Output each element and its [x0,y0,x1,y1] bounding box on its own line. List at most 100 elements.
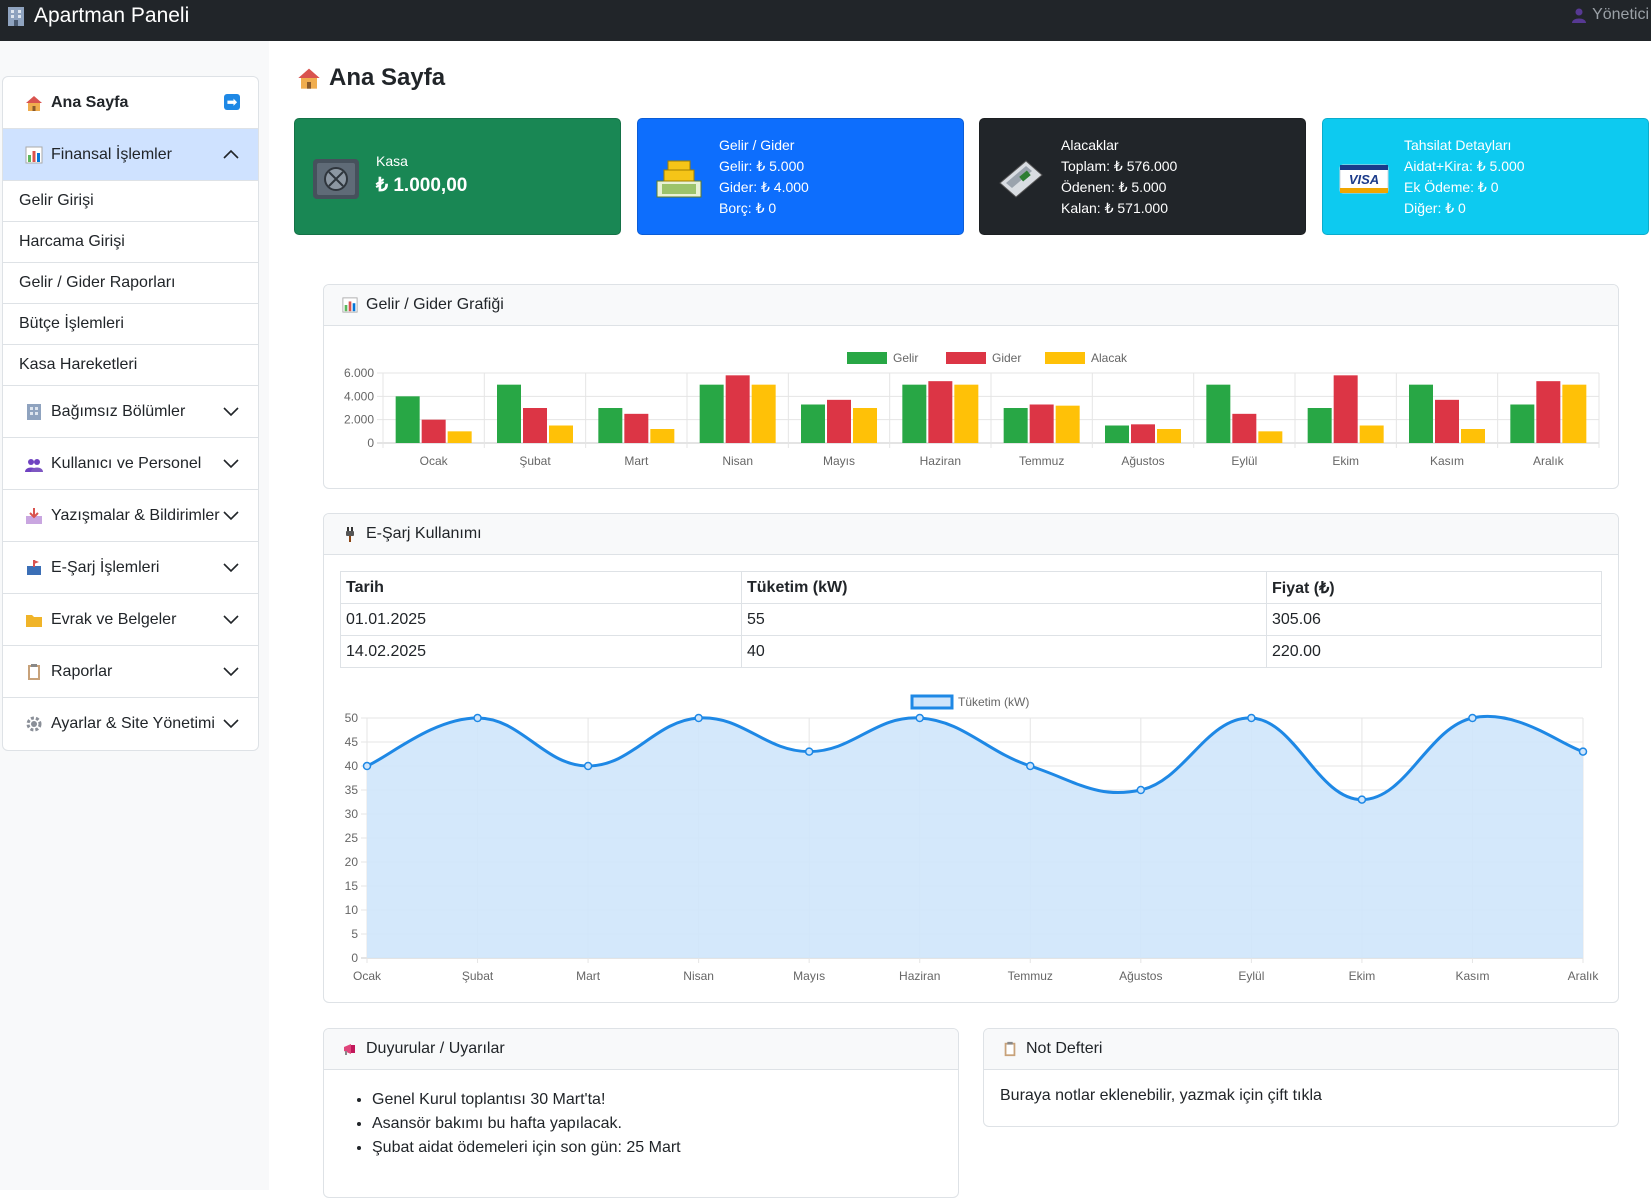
y-tick-label: 0 [367,436,374,450]
panel-header: Gelir / Gider Grafiği [324,285,1618,326]
clipboard-icon [1004,1041,1016,1057]
bar-chart-icon [342,297,358,313]
sidebar-item-label: Evrak ve Belgeler [51,610,177,628]
legend-label: Alacak [1091,351,1128,365]
sidebar-subitem-gelir-gider-raporlari[interactable]: Gelir / Gider Raporları [3,263,258,304]
bar-gider [1131,424,1155,443]
y-tick-label: 35 [345,783,359,797]
table-header-fiyat: Fiyat (₺) [1266,571,1602,604]
table-cell: 305.06 [1266,603,1602,636]
x-tick-label: Aralık [1533,454,1565,468]
list-item: Şubat aidat ödemeleri için son gün: 25 M… [372,1136,958,1160]
sidebar-subitem-harcama-girisi[interactable]: Harcama Girişi [3,222,258,263]
chevron-down-icon [223,719,239,729]
sidebar-item-label: Ana Sayfa [51,93,129,111]
bar-gelir [902,384,927,443]
aidat-value: Aidat+Kira: ₺ 5.000 [1404,158,1525,174]
chevron-down-icon [223,407,239,417]
area-fill-tuketim [367,716,1583,958]
sidebar-item-finance[interactable]: Finansal İşlemler [3,129,258,181]
sidebar-item-bagimsiz-bolumler[interactable]: Bağımsız Bölümler [3,386,258,438]
card-gelir-gider: Gelir / Gider Gelir: ₺ 5.000 Gider: ₺ 4.… [637,118,964,235]
legend-label: Gider [992,351,1021,365]
panel-title: Not Defteri [1026,1040,1103,1057]
tahsilat-title: Tahsilat Detayları [1404,137,1512,153]
inbox-icon [26,507,42,524]
bar-gelir [1003,408,1028,443]
table-cell: 40 [741,635,1267,668]
y-tick-label: 25 [345,831,359,845]
app-brand[interactable]: Apartman Paneli [6,4,189,28]
data-point [1468,713,1477,723]
y-tick-label: 4.000 [344,389,374,403]
table-row: 14.02.2025 40 220.00 [340,635,1602,668]
announcement-list: Genel Kurul toplantısı 30 Mart'ta! Asans… [324,1088,958,1160]
plug-icon [346,527,354,542]
sidebar-item-kullanici-personel[interactable]: Kullanıcı ve Personel [3,438,258,490]
sidebar-item-label: Yazışmalar & Bildirimler [51,506,220,524]
x-tick-label: Haziran [920,454,961,468]
sidebar-item-yazismalar[interactable]: Yazışmalar & Bildirimler [3,490,258,542]
chevron-down-icon [223,615,239,625]
gelir-gider-bar-chart: Gelir Gider Alacak 6.000 4.000 2.000 0 Ocak Şuba… [344,351,1600,468]
bar-chart-icon [25,146,43,163]
sidebar-item-esarj[interactable]: E-Şarj İşlemleri [3,542,258,594]
sidebar-subitem-butce-islemleri[interactable]: Bütçe İşlemleri [3,304,258,345]
ek-odeme-value: Ek Ödeme: ₺ 0 [1404,179,1499,195]
series-line-tuketim [366,715,1584,802]
bar-alacak [447,431,472,443]
y-tick-label: 40 [345,759,359,773]
users-icon [25,458,43,472]
sidebar-item-ayarlar[interactable]: Ayarlar & Site Yönetimi [3,698,258,750]
bar-gider [1029,404,1054,443]
legend-label: Gelir [893,351,918,365]
x-tick-label: Ocak [353,969,382,983]
bar-gelir [497,384,521,443]
sidebar-item-label: Bağımsız Bölümler [51,402,186,420]
bar-alacak [549,425,573,443]
data-point [1136,785,1146,795]
bar-gelir [1307,408,1332,443]
x-tick-label: Kasım [1430,454,1464,468]
note-editor[interactable]: Buraya notlar eklenebilir, yazmak için ç… [1000,1087,1322,1104]
bar-alacak [853,408,877,443]
card-kasa: Kasa ₺ 1.000,00 [294,118,621,235]
y-tick-label: 45 [345,735,359,749]
sidebar-subitem-kasa-hareketleri[interactable]: Kasa Hareketleri [3,345,258,386]
user-menu[interactable]: Yönetici [1572,6,1649,24]
page-title: Ana Sayfa [297,64,445,92]
user-icon [1572,8,1587,23]
bar-gider [1435,399,1459,443]
data-point [804,747,814,756]
user-name: Yönetici [1592,6,1649,23]
panel-duyurular: Duyurular / Uyarılar Genel Kurul toplant… [323,1028,959,1198]
y-tick-label: 10 [345,903,359,917]
visa-text: VISA [1349,172,1379,187]
credit-card-terminal-icon [999,160,1043,198]
data-point [1026,761,1035,771]
sidebar-item-label: Finansal İşlemler [51,145,172,163]
panel-not-defteri: Not Defteri Buraya notlar eklenebilir, y… [983,1028,1619,1127]
data-point [1578,747,1588,756]
bar-gelir [1206,384,1231,443]
bar-gider [421,419,446,443]
x-tick-label: Eylül [1238,969,1264,983]
sidebar-item-home[interactable]: Ana Sayfa ➡ [3,77,258,129]
data-point [1247,713,1256,723]
page-title-text: Ana Sayfa [329,64,446,91]
bar-gelir [1409,384,1433,443]
data-point [473,713,482,723]
sidebar-item-evrak-belgeler[interactable]: Evrak ve Belgeler [3,594,258,646]
x-tick-label: Nisan [683,969,714,983]
panel-title: Duyurular / Uyarılar [366,1040,505,1057]
bar-alacak [751,384,776,443]
card-alacaklar: Alacaklar Toplam: ₺ 576.000 Ödenen: ₺ 5.… [979,118,1306,235]
sidebar-subitem-gelir-girisi[interactable]: Gelir Girişi [3,181,258,222]
panel-title: E-Şarj Kullanımı [366,525,482,542]
chevron-down-icon [223,563,239,573]
x-tick-label: Aralık [1568,969,1600,983]
y-tick-label: 20 [345,855,359,869]
bar-alacak [954,384,979,443]
sidebar-item-raporlar[interactable]: Raporlar [3,646,258,698]
sidebar-item-label: Ayarlar & Site Yönetimi [51,715,215,732]
